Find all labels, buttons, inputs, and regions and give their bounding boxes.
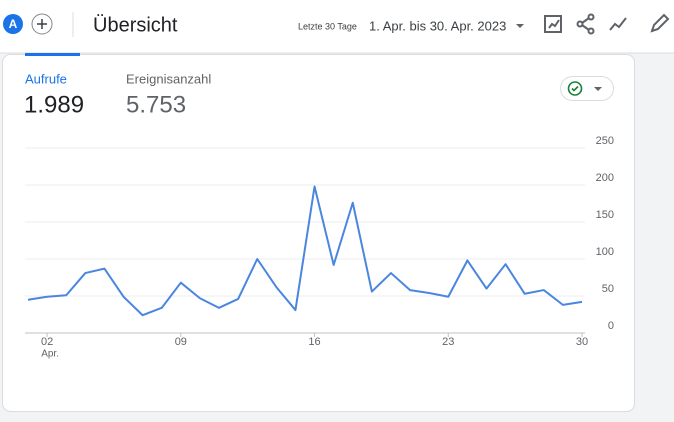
metric-label[interactable]: Aufrufe [25, 71, 67, 86]
y-tick-label: 0 [608, 320, 614, 332]
toolbar [544, 13, 670, 35]
avatar-letter: A [9, 17, 18, 31]
tab-indicator [25, 53, 80, 56]
check-glyph [571, 85, 579, 92]
metric-value: 1.989 [24, 91, 84, 118]
line-series [27, 185, 583, 317]
share-dot [587, 27, 595, 35]
x-tick-label: 23 [442, 336, 454, 348]
share-icon[interactable] [576, 20, 584, 28]
customize-icon[interactable] [544, 15, 562, 33]
date-range[interactable]: 1. Apr. bis 30. Apr. 2023 [369, 18, 506, 33]
range-label: Letzte 30 Tage [298, 21, 357, 31]
avatar[interactable] [3, 14, 23, 34]
y-tick-label: 200 [596, 172, 614, 184]
x-tick-label: 02 [41, 336, 53, 348]
y-tick-label: 100 [596, 246, 614, 258]
y-tick-label: 150 [596, 209, 614, 221]
plus-icon [37, 19, 47, 29]
x-tick-label: 09 [175, 336, 187, 348]
customize-glyph [548, 19, 560, 29]
share-lines [581, 17, 590, 31]
metric-label[interactable]: Ereignisanzahl [126, 71, 211, 86]
share-dot [587, 13, 595, 21]
y-tick-label: 250 [596, 135, 614, 147]
x-sublabel: Apr. [41, 349, 59, 360]
metric-value: 5.753 [126, 91, 186, 118]
status-dropdown [594, 87, 602, 91]
page-title: Übersicht [93, 14, 178, 36]
x-tick-label: 16 [308, 336, 320, 348]
x-tick-label: 30 [576, 336, 588, 348]
y-tick-label: 50 [602, 283, 614, 295]
date-dropdown[interactable] [516, 24, 524, 28]
edit-icon[interactable] [650, 13, 670, 33]
card [2, 54, 635, 412]
check-icon [567, 81, 583, 96]
insights-icon[interactable] [609, 17, 627, 31]
